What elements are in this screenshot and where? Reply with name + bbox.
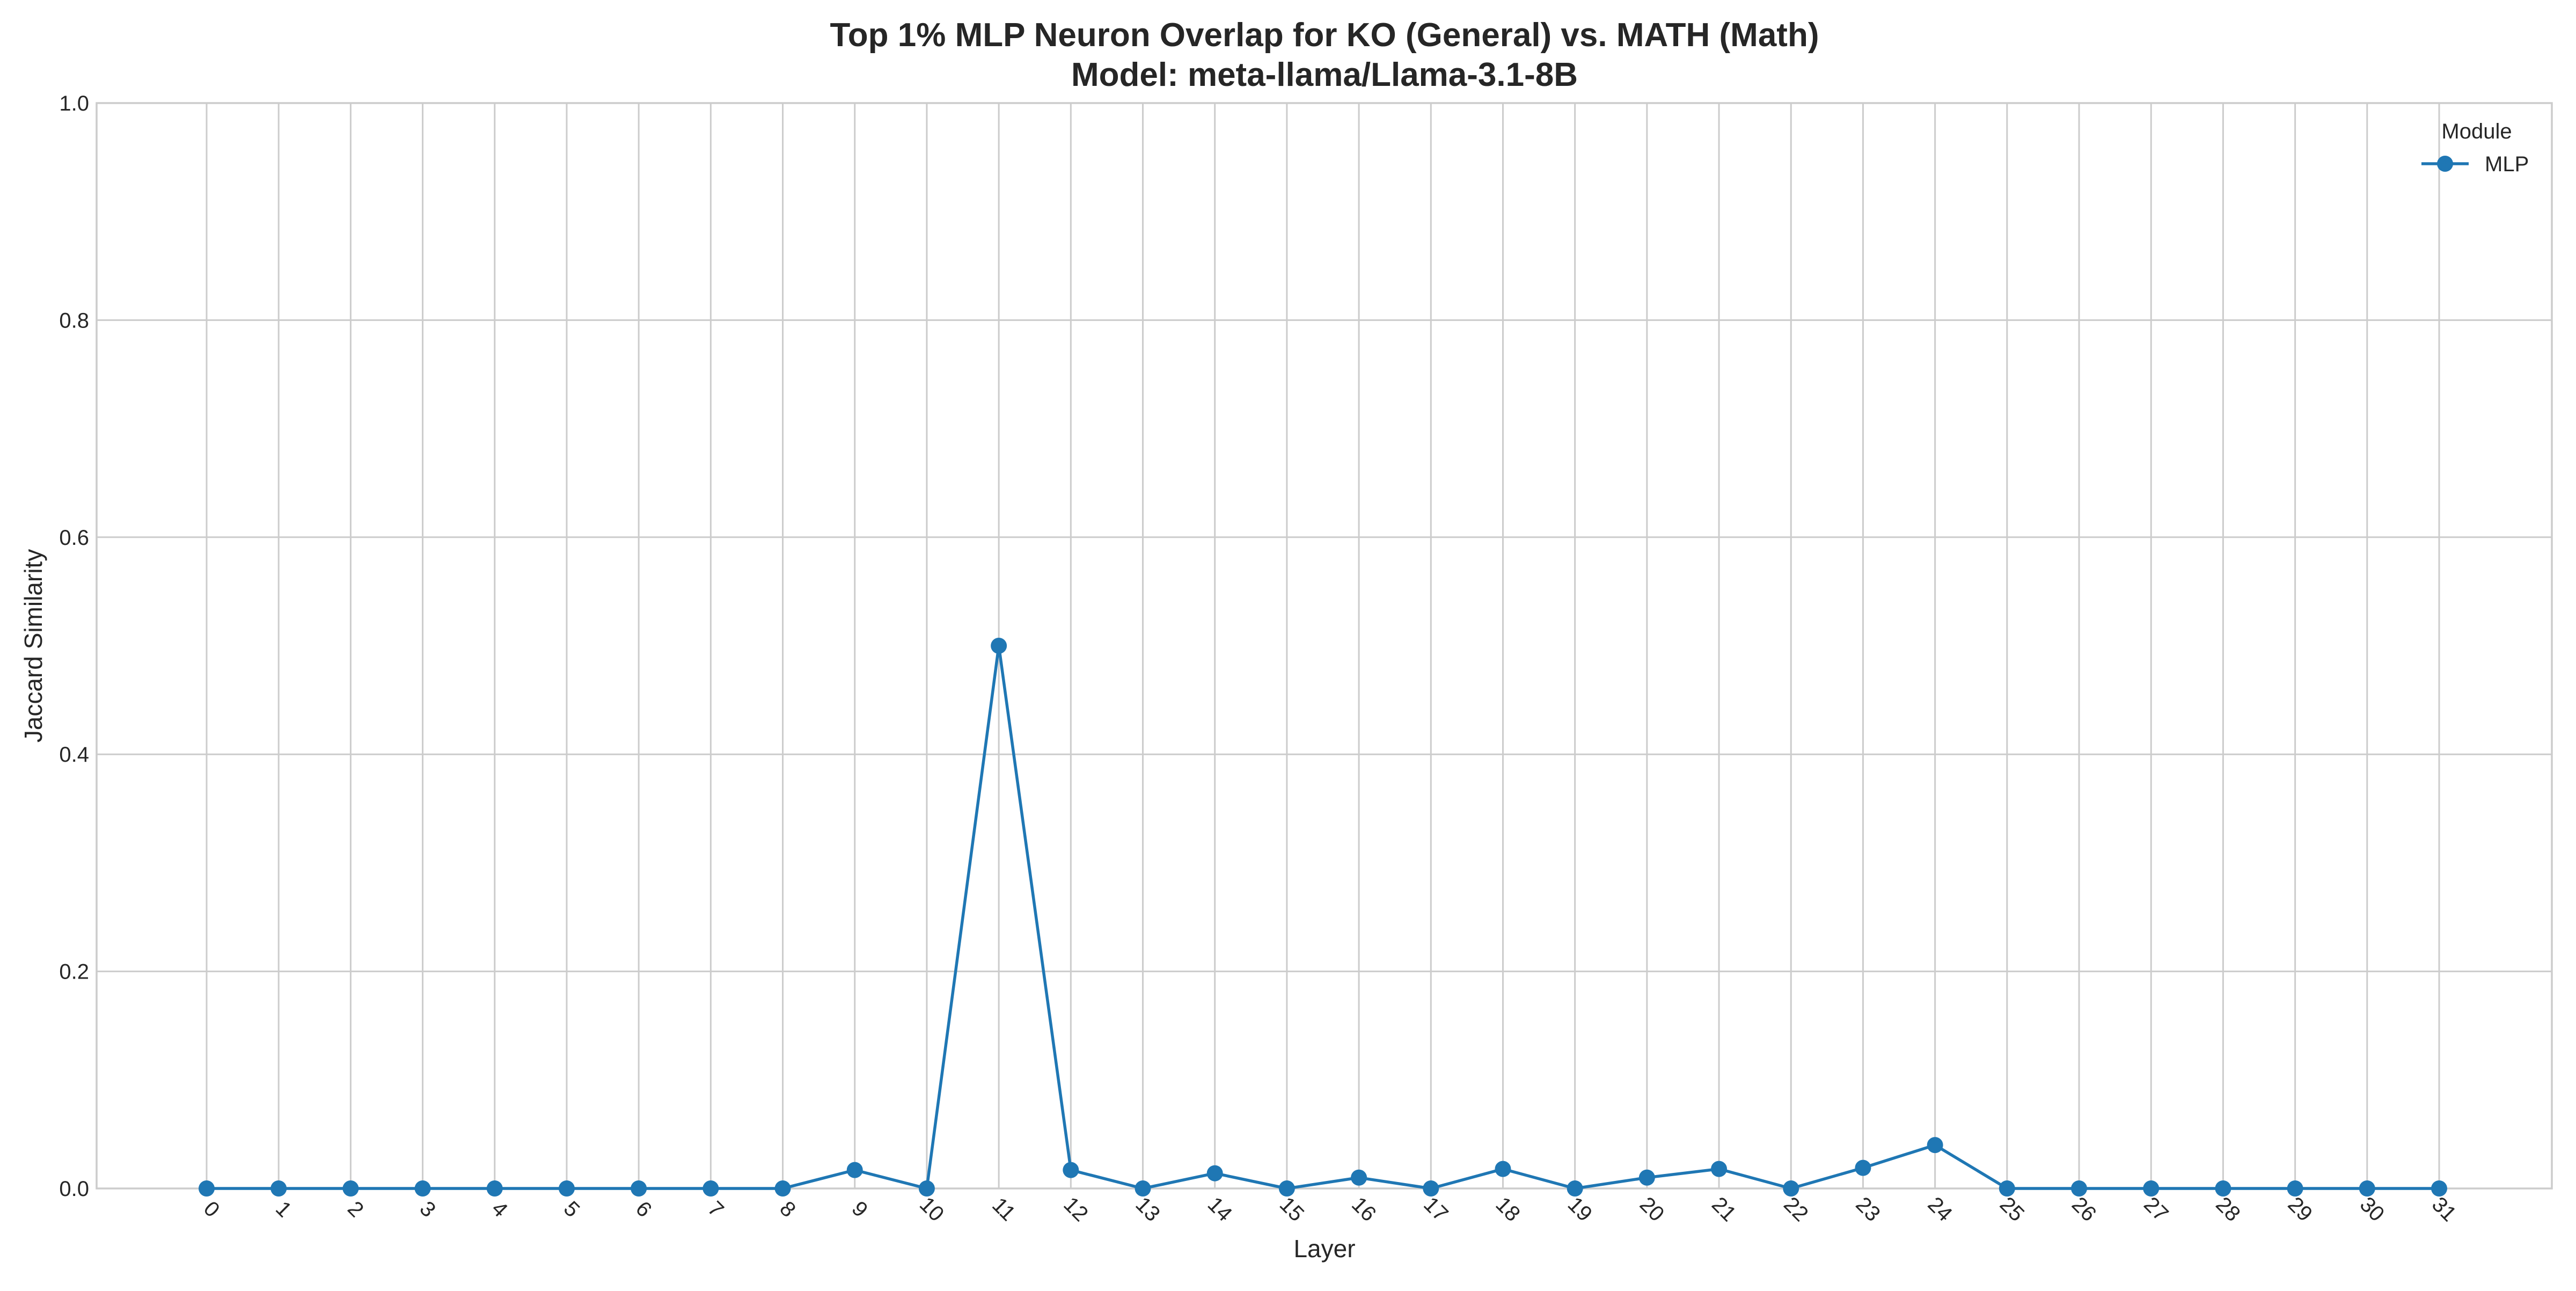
data-point <box>2071 1180 2088 1197</box>
plot-area-frame <box>96 102 2553 1190</box>
data-point <box>631 1180 647 1197</box>
data-point <box>558 1180 575 1197</box>
y-tick-label: 0.4 <box>59 743 89 767</box>
data-point <box>270 1180 287 1197</box>
legend-marker-mlp <box>2437 156 2453 172</box>
y-tick-label: 0.8 <box>59 309 89 332</box>
data-point <box>1638 1169 1655 1186</box>
series-line-mlp <box>207 644 2439 1190</box>
data-point <box>1711 1161 1728 1177</box>
series-layer <box>199 638 2447 1197</box>
y-axis-label: Jaccard Similarity <box>19 549 47 742</box>
data-point <box>342 1180 359 1197</box>
data-point <box>2215 1180 2231 1197</box>
y-tick-label: 0.6 <box>59 526 89 550</box>
legend-label-mlp: MLP <box>2485 152 2529 176</box>
data-point <box>1999 1180 2015 1197</box>
y-tick-label: 1.0 <box>59 92 89 115</box>
data-point <box>1278 1180 1295 1197</box>
data-point <box>1783 1180 1799 1197</box>
legend-title: Module <box>2441 120 2512 143</box>
data-point <box>1855 1159 1871 1176</box>
data-point <box>414 1180 431 1197</box>
data-point <box>486 1180 503 1197</box>
data-point <box>991 638 1007 654</box>
legend: Module MLP <box>2421 120 2529 176</box>
data-point <box>1135 1180 1151 1197</box>
data-point <box>1567 1180 1583 1197</box>
y-axis-ticks: 0.0 0.2 0.4 0.6 0.8 1.0 <box>59 92 89 1201</box>
chart-title: Top 1% MLP Neuron Overlap for KO (Genera… <box>830 17 1819 54</box>
data-point <box>1206 1165 1223 1181</box>
data-point <box>2359 1180 2375 1197</box>
chart-subtitle: Model: meta-llama/Llama-3.1-8B <box>1071 56 1578 93</box>
data-point <box>1351 1169 1367 1186</box>
y-tick-label: 0.0 <box>59 1177 89 1201</box>
data-point <box>1423 1180 1439 1197</box>
data-point <box>702 1180 719 1197</box>
data-point <box>918 1180 935 1197</box>
data-point <box>2143 1180 2160 1197</box>
data-point <box>199 1180 215 1197</box>
data-point <box>2287 1180 2303 1197</box>
data-point <box>774 1180 791 1197</box>
data-point <box>1495 1161 1511 1177</box>
data-point <box>846 1162 863 1178</box>
x-axis-label: Layer <box>1293 1235 1355 1263</box>
data-point <box>1063 1162 1079 1178</box>
y-tick-label: 0.2 <box>59 960 89 984</box>
data-point <box>2431 1180 2447 1197</box>
data-point <box>1927 1137 1943 1154</box>
